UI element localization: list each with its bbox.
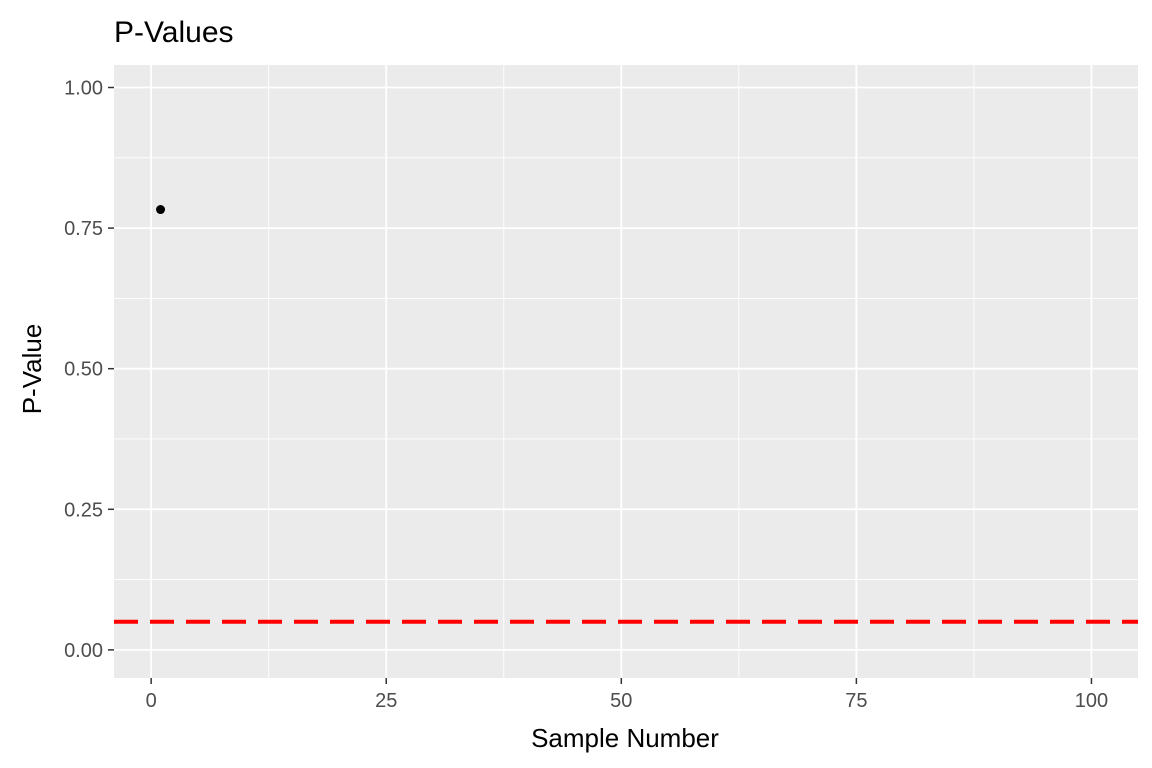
x-axis-ticks: 0 25 50 75 100 bbox=[146, 678, 1108, 712]
y-tick-label: 0.00 bbox=[64, 640, 103, 662]
y-tick-label: 0.50 bbox=[64, 359, 103, 381]
x-tick-label: 0 bbox=[146, 690, 157, 712]
y-axis-title: P-Value bbox=[17, 324, 47, 415]
major-gridlines bbox=[114, 65, 1138, 678]
minor-gridlines bbox=[114, 65, 1138, 678]
y-tick-label: 1.00 bbox=[64, 77, 103, 99]
x-tick-label: 100 bbox=[1075, 690, 1108, 712]
data-point bbox=[156, 205, 166, 215]
x-axis-title: Sample Number bbox=[531, 723, 719, 753]
data-points bbox=[156, 205, 166, 215]
y-tick-label: 0.25 bbox=[64, 499, 103, 521]
x-tick-label: 50 bbox=[610, 690, 632, 712]
x-tick-label: 25 bbox=[375, 690, 397, 712]
chart-title: P-Values bbox=[114, 16, 234, 49]
y-axis-ticks: 0.00 0.25 0.50 0.75 1.00 bbox=[64, 77, 114, 662]
plot-panel bbox=[114, 65, 1138, 678]
y-tick-label: 0.75 bbox=[64, 218, 103, 240]
x-tick-label: 75 bbox=[845, 690, 867, 712]
